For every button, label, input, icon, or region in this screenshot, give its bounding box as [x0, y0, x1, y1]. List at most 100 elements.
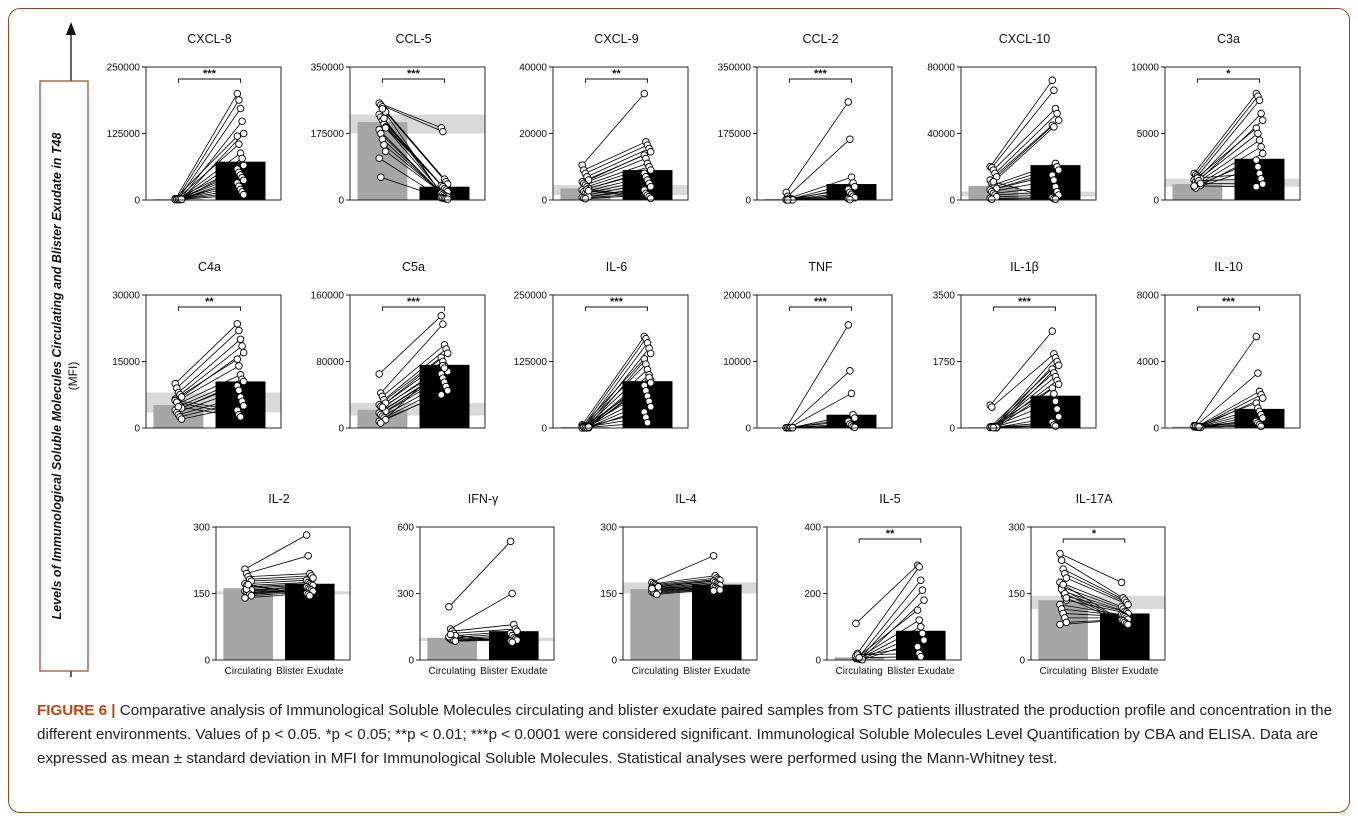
- point-blister-exudate: [1254, 162, 1262, 171]
- point-blister-exudate: [304, 552, 312, 560]
- point-blister-exudate: [709, 552, 718, 560]
- paired-line: [1197, 99, 1260, 177]
- point-blister-exudate: [1054, 412, 1063, 421]
- point-blister-exudate: [847, 389, 856, 398]
- category-label-circulating: Circulating: [225, 666, 272, 677]
- panel-title: IL-4: [675, 492, 697, 506]
- paired-line: [176, 365, 240, 402]
- paired-line: [174, 93, 238, 200]
- y-tick-label: 10000: [1131, 63, 1159, 74]
- y-tick-label: 1750: [933, 357, 956, 368]
- point-blister-exudate: [302, 531, 311, 539]
- paired-line: [651, 555, 714, 583]
- significance-label: ***: [814, 296, 828, 308]
- paired-line: [175, 385, 238, 411]
- panel-title: IL-10: [1214, 260, 1243, 274]
- y-tick-label: 0: [949, 196, 955, 207]
- paired-line: [179, 121, 243, 200]
- y-tick-label: 0: [541, 196, 547, 207]
- paired-line: [176, 401, 239, 416]
- paired-line: [1195, 96, 1259, 175]
- paired-line: [787, 192, 850, 201]
- paired-line: [455, 630, 518, 637]
- reference-band: [216, 591, 350, 595]
- point-circulating: [241, 594, 249, 602]
- paired-line: [785, 324, 849, 428]
- panel-ccl-5: CCL-5 0 175000 350000 ***: [311, 32, 486, 207]
- panel-title: C5a: [402, 260, 425, 274]
- significance-bracket: [788, 78, 852, 83]
- plot-frame: [1164, 294, 1301, 429]
- caption-label: FIGURE 6: [37, 702, 108, 719]
- point-blister-exudate: [1048, 327, 1057, 335]
- paired-line: [991, 179, 1054, 193]
- point-blister-exudate: [1053, 109, 1061, 118]
- point-blister-exudate: [440, 364, 449, 372]
- paired-line: [379, 394, 442, 422]
- point-blister-exudate: [918, 629, 927, 638]
- paired-line: [991, 126, 1055, 184]
- paired-line: [996, 383, 1059, 429]
- point-blister-exudate: [238, 117, 246, 126]
- paired-line: [179, 378, 243, 407]
- paired-line: [586, 148, 650, 178]
- paired-line: [858, 579, 922, 657]
- paired-line: [380, 323, 444, 394]
- paired-line: [450, 635, 513, 640]
- panel-title: C4a: [198, 260, 221, 274]
- plot-frame: [756, 66, 893, 201]
- y-axis-label-unit: (MFI): [66, 362, 80, 391]
- paired-line: [862, 639, 925, 661]
- paired-line: [994, 166, 1058, 188]
- point-blister-exudate: [850, 414, 859, 422]
- y-tick-label: 15000: [112, 357, 140, 368]
- paired-line: [586, 377, 650, 428]
- point-blister-exudate: [437, 312, 446, 320]
- significance-bracket: [381, 306, 445, 311]
- point-blister-exudate: [236, 413, 245, 421]
- y-label-group: Levels of Immunological Soluble Molecule…: [50, 133, 80, 620]
- paired-line: [244, 593, 307, 599]
- point-blister-exudate: [235, 140, 243, 148]
- panel-title: CCL-5: [395, 32, 431, 46]
- y-tick-label: 125000: [514, 357, 548, 368]
- point-blister-exudate: [646, 148, 655, 156]
- significance-label: ***: [203, 68, 217, 80]
- point-blister-exudate: [709, 587, 718, 595]
- point-circulating: [1196, 179, 1205, 188]
- point-circulating: [1062, 594, 1071, 602]
- point-blister-exudate: [1254, 129, 1262, 138]
- paired-line: [450, 634, 513, 643]
- panel-c5a: C5a 0 80000 160000 ***: [311, 260, 486, 435]
- point-circulating: [381, 124, 390, 132]
- paired-line: [174, 135, 238, 199]
- point-circulating: [988, 195, 996, 203]
- significance-label: ***: [814, 68, 828, 80]
- point-blister-exudate: [306, 591, 314, 600]
- bar-circulating: [1172, 184, 1223, 200]
- paired-line: [380, 176, 444, 199]
- paired-line: [178, 339, 241, 393]
- point-blister-exudate: [233, 132, 242, 140]
- significance-label: **: [886, 528, 895, 540]
- panel-il-10: IL-10 0 4000 8000 ***: [1137, 260, 1301, 435]
- significance-bracket: [381, 78, 445, 83]
- significance-bracket: [177, 78, 241, 83]
- paired-line: [989, 368, 1053, 428]
- paired-line: [251, 585, 314, 591]
- paired-line: [1197, 410, 1260, 428]
- paired-line: [786, 188, 849, 200]
- point-circulating: [1056, 549, 1064, 558]
- paired-line: [175, 400, 238, 411]
- paired-line: [1193, 93, 1257, 174]
- paired-line: [991, 424, 1054, 428]
- point-blister-exudate: [918, 586, 927, 594]
- paired-line: [244, 579, 307, 585]
- paired-line: [585, 163, 648, 186]
- point-circulating: [380, 114, 388, 123]
- paired-line: [1059, 619, 1122, 625]
- point-blister-exudate: [1258, 180, 1267, 188]
- caption-separator: |: [111, 702, 116, 719]
- point-blister-exudate: [1255, 96, 1264, 104]
- paired-line: [1193, 336, 1257, 426]
